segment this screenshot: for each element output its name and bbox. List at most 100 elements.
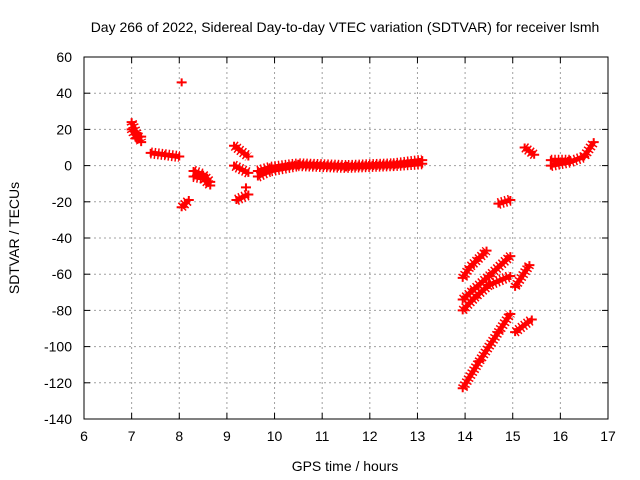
data-point [524, 261, 535, 270]
data-point [483, 272, 494, 281]
data-point [176, 78, 187, 87]
y-tick-label: 40 [56, 85, 72, 101]
x-tick-label: 6 [80, 428, 88, 444]
series-arc-14 [457, 246, 492, 282]
series-arc-markers [231, 160, 251, 178]
data-point [243, 190, 254, 199]
y-tick-label: 20 [56, 121, 72, 137]
data-point [417, 156, 428, 165]
series-arc-13 [252, 154, 428, 177]
x-tick-labels: 6 7 8 9 10 11 12 13 14 15 16 17 [80, 428, 616, 444]
data-point [474, 357, 485, 366]
data-point [526, 315, 537, 324]
data-point [243, 152, 254, 161]
data-point [505, 310, 516, 319]
y-tick-label: -60 [52, 266, 72, 282]
series-arc-10 [231, 189, 254, 206]
series-arc-23 [545, 154, 575, 166]
series-arc-band [460, 273, 512, 313]
data-point [388, 159, 399, 168]
data-point [252, 167, 263, 176]
data-point [243, 168, 254, 177]
data-point [510, 282, 521, 291]
series-arc-band [513, 317, 534, 335]
data-point [493, 199, 504, 208]
series-arc-9 [229, 160, 254, 178]
plot-frame [83, 56, 609, 420]
x-tick-label: 8 [175, 428, 183, 444]
data-point [126, 125, 137, 134]
series-arc-21 [519, 143, 540, 160]
data-point [469, 293, 480, 302]
data-point [176, 203, 187, 212]
data-point [174, 152, 185, 161]
x-tick-label: 12 [362, 428, 378, 444]
y-tick-label: -140 [44, 411, 72, 427]
y-tick-label: 0 [64, 158, 72, 174]
series-arc-3 [145, 147, 185, 163]
data-point [457, 306, 468, 315]
data-point [474, 253, 485, 262]
data-point [240, 183, 251, 192]
series-arc-band [523, 145, 536, 157]
series-arc-markers [510, 262, 534, 290]
data-point [505, 195, 516, 204]
data-point [588, 138, 599, 147]
y-tick-label: -120 [44, 375, 72, 391]
y-tick-labels: -140 -120 -100 -80 -60 -40 -20 0 20 40 60 [44, 49, 72, 427]
chart-title: Day 266 of 2022, Sidereal Day-to-day VTE… [91, 19, 600, 35]
data-point [457, 384, 468, 393]
data-point [183, 195, 194, 204]
data-point [483, 281, 494, 290]
x-tick-label: 17 [600, 428, 616, 444]
series-arc-18 [493, 194, 516, 209]
series-arc-7 [176, 78, 187, 87]
data-point [126, 118, 137, 127]
data-point [293, 159, 304, 168]
y-axis-title: SDTVAR / TECUs [6, 182, 22, 294]
series-arc-markers [458, 310, 515, 392]
x-axis-title: GPS time / hours [292, 458, 399, 474]
data-point [505, 272, 516, 281]
x-tick-label: 14 [457, 428, 473, 444]
series-arc-5 [188, 171, 216, 190]
data-point [464, 262, 475, 271]
series-arc-2 [126, 125, 147, 146]
series-arc-15 [457, 252, 516, 304]
y-tick-label: -80 [52, 302, 72, 318]
series-arc-22 [545, 138, 599, 172]
data-point [229, 161, 240, 170]
data-point [510, 328, 521, 337]
series-arc-8 [229, 141, 254, 161]
data-point [545, 156, 556, 165]
data-point [341, 161, 351, 170]
data-point [205, 181, 216, 190]
y-tick-label: -20 [52, 194, 72, 210]
series-arc-markers [549, 139, 599, 172]
x-tick-label: 10 [267, 428, 283, 444]
data-point [198, 174, 209, 183]
series-arc-16 [457, 270, 516, 315]
data-point [188, 172, 199, 181]
data-point [529, 150, 540, 159]
x-tick-label: 15 [505, 428, 521, 444]
series-arc-markers [230, 141, 252, 161]
series-arc-markers [177, 196, 193, 212]
data-point [457, 273, 468, 282]
x-tick-label: 13 [410, 428, 426, 444]
data-point [493, 328, 504, 337]
series-arc-band [460, 248, 489, 280]
x-tick-label: 11 [315, 428, 330, 444]
y-tick-label: -100 [44, 339, 72, 355]
series-arc-markers [459, 252, 515, 304]
x-tick-label: 16 [553, 428, 569, 444]
data-point [136, 132, 147, 141]
data-series [126, 78, 599, 393]
x-tick-label: 7 [128, 428, 136, 444]
data-point [231, 195, 242, 204]
data-point [145, 148, 156, 157]
data-point [229, 141, 240, 150]
y-tick-label: -40 [52, 230, 72, 246]
